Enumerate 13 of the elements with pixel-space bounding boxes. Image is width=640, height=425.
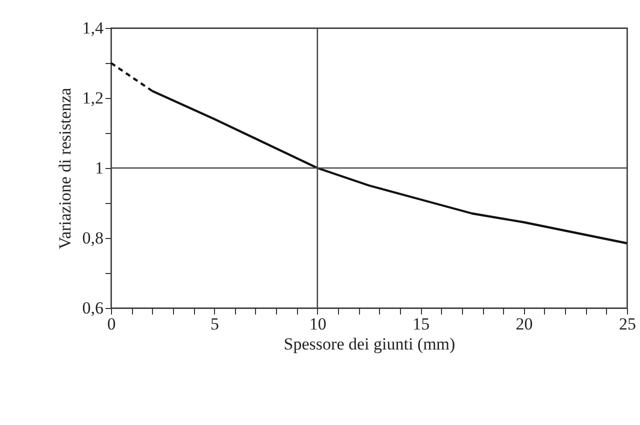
y-tick-label: 0,8 bbox=[82, 228, 104, 248]
y-tick-label: 1 bbox=[95, 158, 104, 178]
y-tick-label: 1,2 bbox=[82, 88, 104, 108]
x-tick-label: 15 bbox=[412, 314, 430, 334]
x-tick-label: 25 bbox=[619, 314, 636, 334]
y-axis-title: Variazione di resistenza bbox=[55, 87, 74, 250]
x-tick-label: 0 bbox=[107, 314, 116, 334]
x-tick-label: 20 bbox=[516, 314, 533, 334]
y-tick-label: 0,6 bbox=[82, 298, 104, 318]
y-tick-label: 1,4 bbox=[82, 18, 104, 38]
x-axis-title: Spessore dei giunti (mm) bbox=[284, 334, 456, 354]
x-tick-label: 10 bbox=[309, 314, 326, 334]
x-tick-label: 5 bbox=[210, 314, 219, 334]
